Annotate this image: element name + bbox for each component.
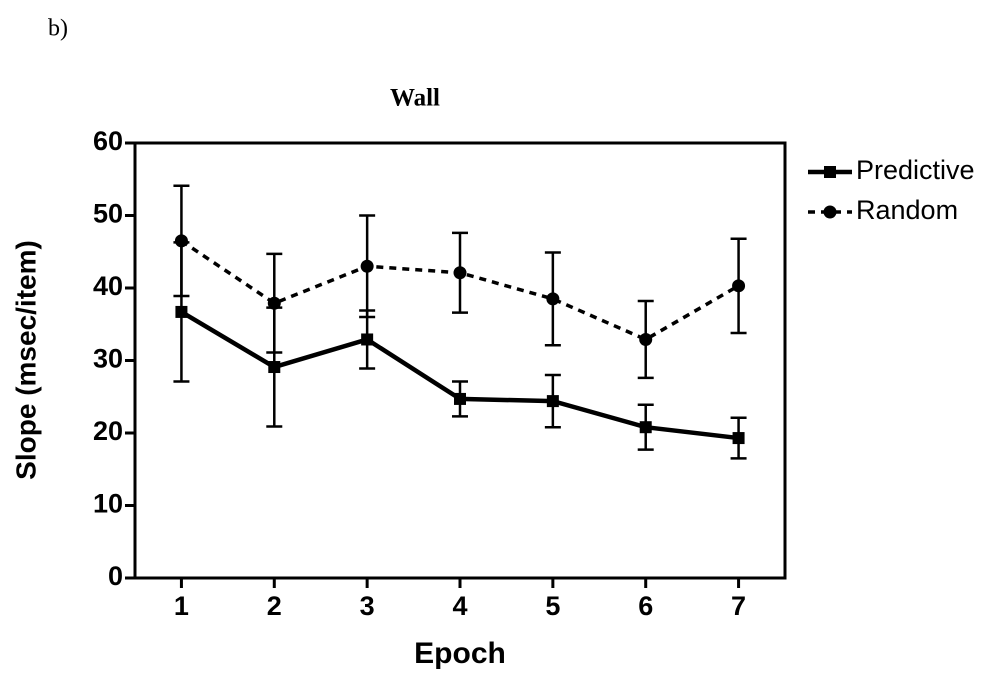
legend-label: Random — [856, 195, 958, 225]
legend-marker — [824, 166, 836, 178]
y-tick-label: 10 — [93, 489, 123, 519]
series-line — [180, 309, 739, 441]
y-axis-label: Slope (msec/item) — [10, 240, 41, 480]
chart-title: Wall — [390, 85, 440, 112]
panel-label: b) — [48, 16, 68, 42]
x-tick-label: 7 — [731, 591, 746, 621]
x-tick-label: 2 — [267, 591, 282, 621]
marker — [546, 395, 559, 408]
marker — [454, 392, 466, 405]
x-axis-label: Epoch — [414, 637, 506, 670]
y-tick-label: 20 — [93, 416, 123, 446]
y-tick-label: 40 — [93, 271, 123, 301]
marker — [268, 361, 281, 374]
x-tick-label: 3 — [360, 591, 375, 621]
marker — [732, 432, 745, 445]
marker — [453, 266, 467, 280]
marker — [546, 292, 560, 306]
legend-label: Predictive — [856, 155, 975, 185]
x-tick-label: 4 — [452, 591, 467, 621]
y-tick-label: 60 — [93, 126, 123, 156]
marker — [639, 421, 652, 434]
marker — [175, 305, 188, 318]
y-tick-label: 0 — [108, 561, 123, 591]
marker — [267, 296, 281, 310]
y-tick-label: 30 — [93, 344, 123, 374]
marker — [360, 259, 374, 273]
marker — [732, 279, 746, 293]
y-tick-label: 50 — [93, 199, 123, 229]
marker — [639, 332, 653, 346]
marker — [174, 234, 188, 248]
marker — [361, 333, 374, 346]
x-tick-label: 6 — [638, 591, 653, 621]
legend-marker — [823, 205, 837, 219]
plot-frame — [133, 141, 787, 580]
x-tick-label: 1 — [174, 591, 189, 621]
x-tick-label: 5 — [545, 591, 560, 621]
